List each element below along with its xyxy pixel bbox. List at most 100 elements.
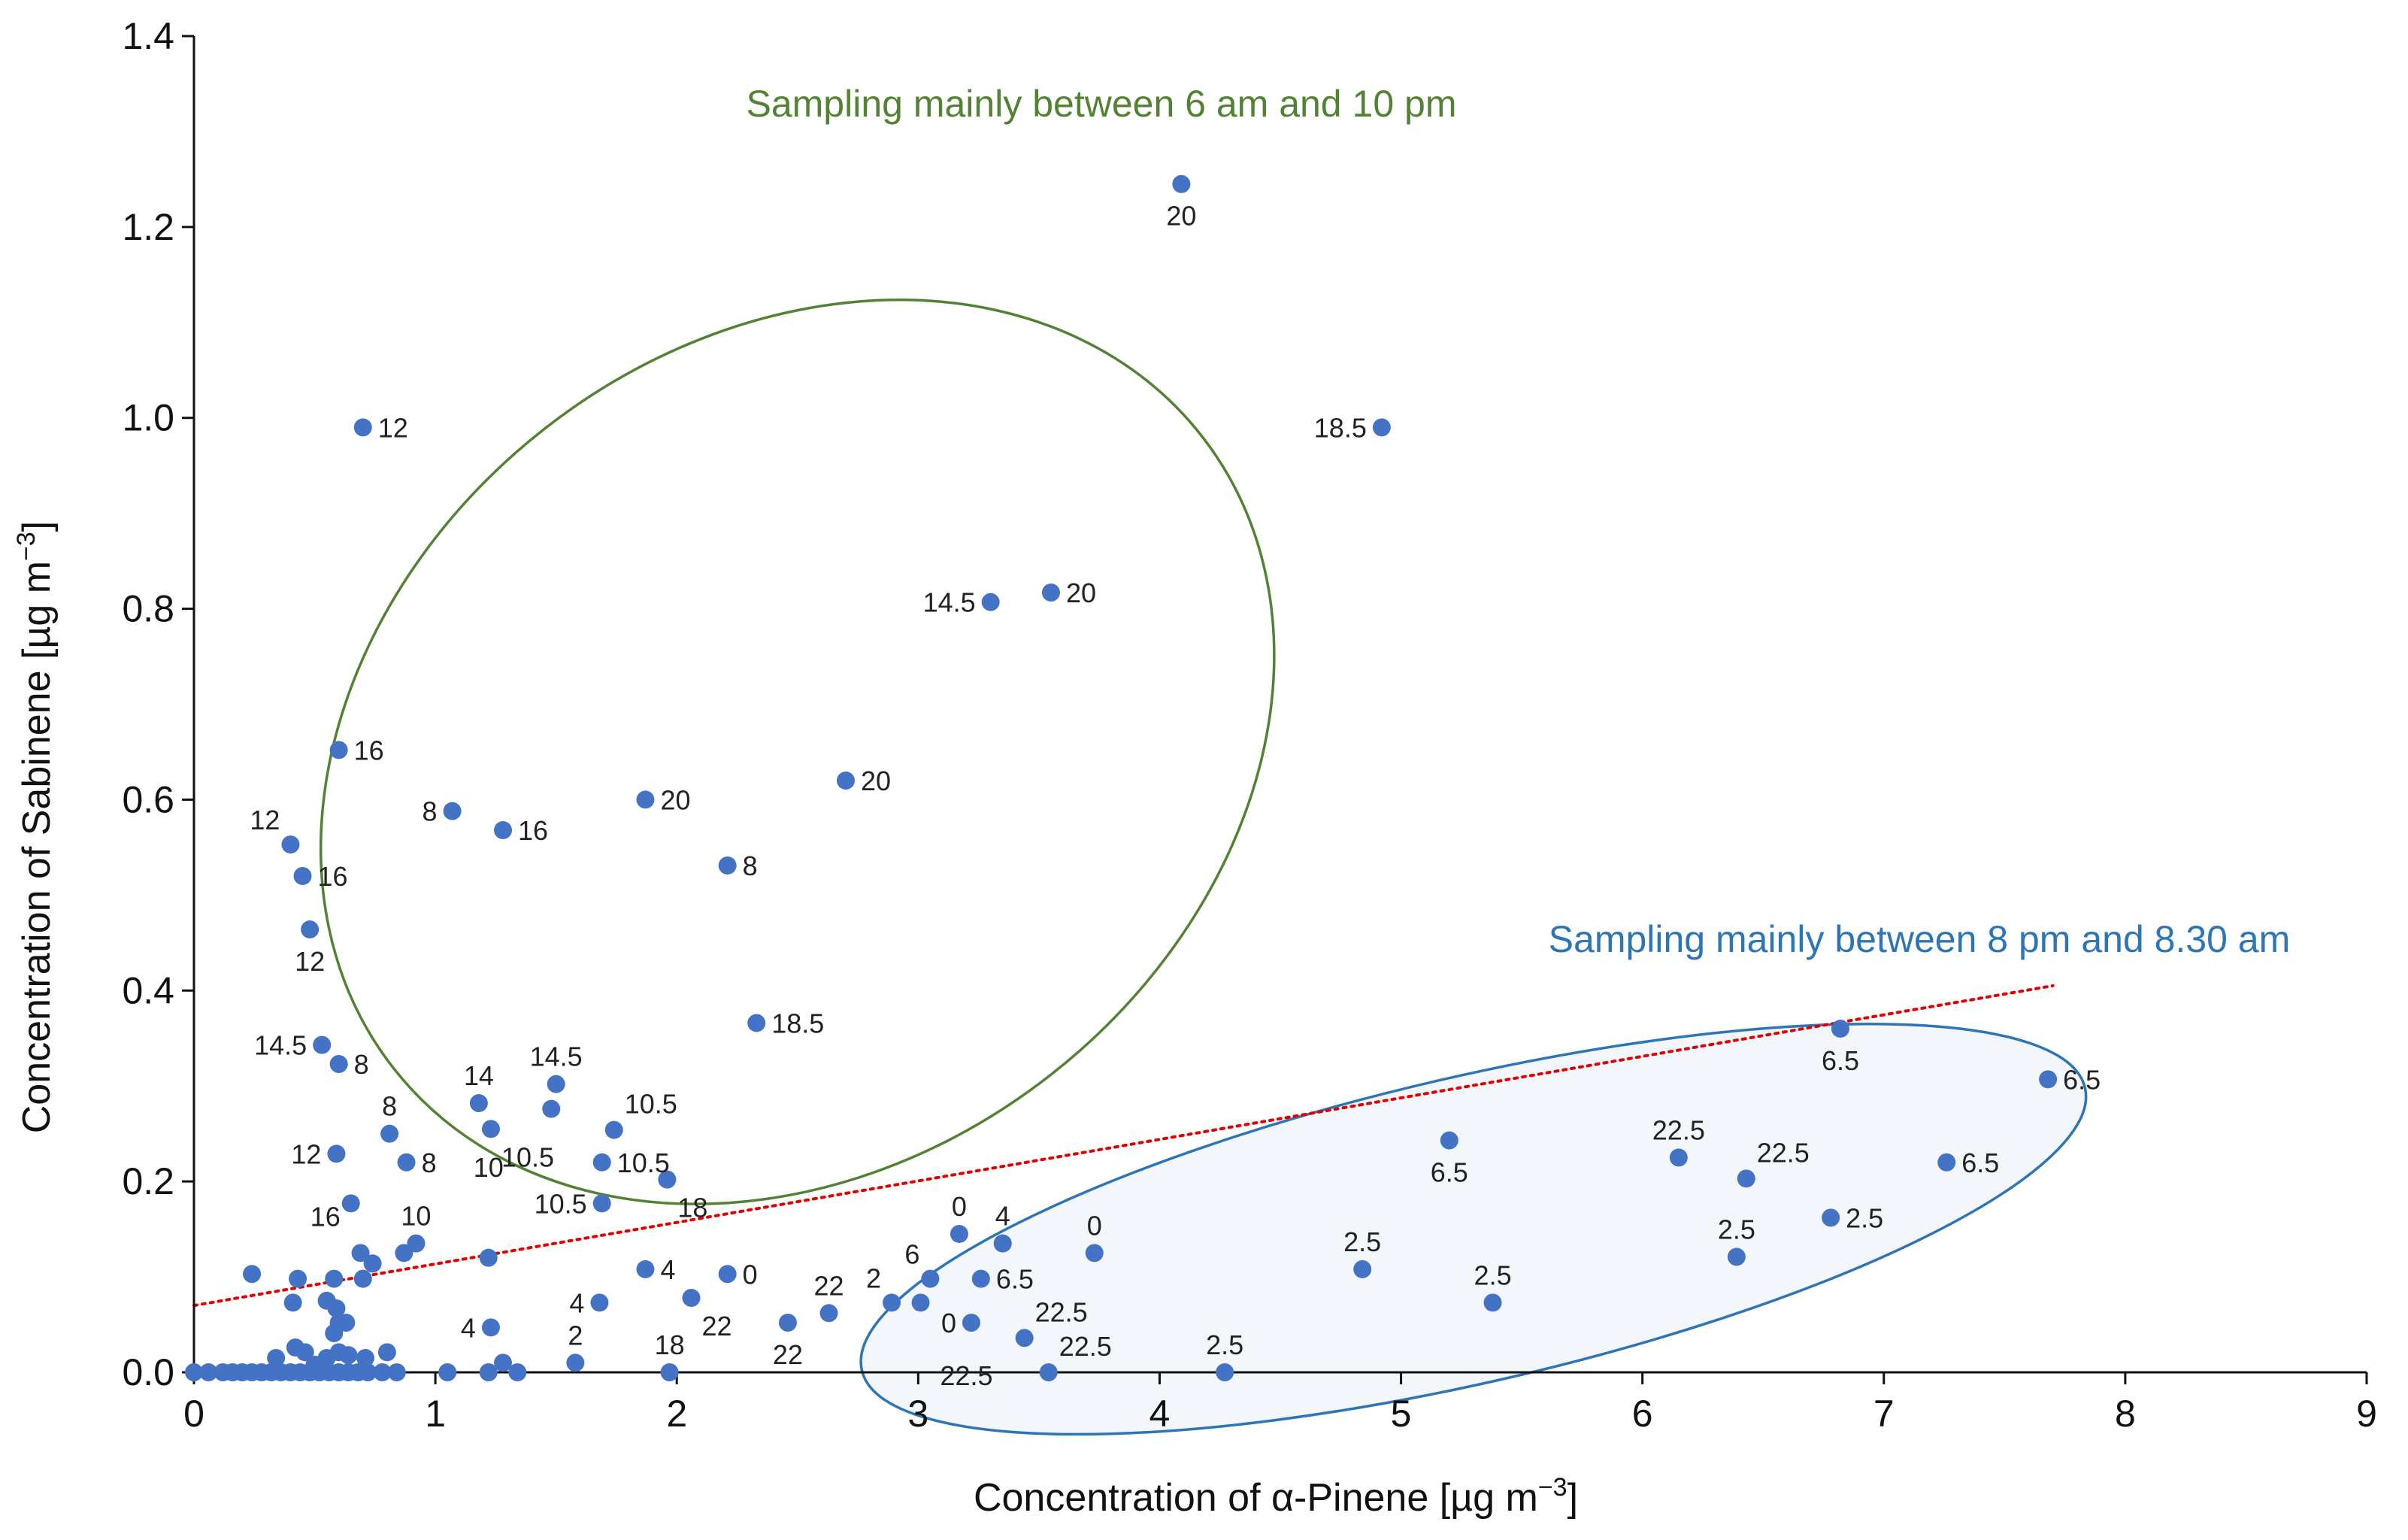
data-point-label: 22.5 — [1059, 1331, 1112, 1362]
data-point-label: 6.5 — [2063, 1064, 2101, 1095]
data-point-label: 16 — [354, 735, 384, 765]
data-point-label: 2.5 — [1343, 1226, 1381, 1257]
x-tick-label: 8 — [2115, 1393, 2136, 1435]
data-point-label: 10.5 — [501, 1141, 554, 1172]
data-point-label: 10.5 — [535, 1188, 587, 1219]
data-point — [325, 1269, 344, 1288]
data-point-label: 0 — [743, 1259, 758, 1290]
data-point-label: 22.5 — [1652, 1114, 1705, 1145]
data-point-label: 16 — [518, 815, 548, 846]
data-point-label: 20 — [861, 765, 891, 796]
data-point-label: 0 — [1087, 1210, 1102, 1241]
y-tick-label: 0.4 — [122, 969, 174, 1011]
day-group-annotation: Sampling mainly between 6 am and 10 pm — [747, 83, 1457, 125]
data-point-label: 20 — [1166, 201, 1196, 232]
data-point — [199, 1363, 218, 1381]
data-point — [337, 1313, 356, 1332]
axes — [192, 36, 2367, 1374]
data-point-label: 12 — [291, 1138, 321, 1169]
group-ellipses — [319, 298, 2088, 1436]
data-point — [1727, 1247, 1746, 1266]
data-point-label: 4 — [995, 1201, 1010, 1232]
data-point — [481, 1318, 500, 1337]
data-point — [479, 1363, 498, 1381]
data-point — [407, 1234, 426, 1253]
data-point — [443, 802, 462, 820]
y-axis-title: Concentration of Sabinene [µg m−3] — [12, 521, 59, 1134]
data-point-label: 22.5 — [1035, 1296, 1088, 1327]
data-point — [592, 1194, 611, 1213]
data-point-label: 14.5 — [254, 1030, 307, 1061]
data-point — [353, 418, 372, 437]
data-point-label: 10.5 — [617, 1147, 670, 1178]
data-point — [1669, 1148, 1688, 1167]
data-point — [778, 1313, 797, 1332]
data-point — [604, 1120, 623, 1139]
data-point — [542, 1099, 561, 1118]
x-tick-label: 0 — [183, 1393, 204, 1435]
data-point — [911, 1293, 930, 1312]
data-point — [479, 1248, 498, 1267]
data-point-label: 8 — [743, 850, 758, 881]
data-point — [283, 1293, 302, 1312]
data-point-label: 2.5 — [1474, 1260, 1512, 1290]
y-tick-label: 0.6 — [122, 778, 174, 820]
data-point-label: 14.5 — [923, 587, 976, 618]
data-point — [718, 1265, 737, 1284]
data-point-label: 22 — [773, 1339, 803, 1370]
data-point — [1216, 1363, 1234, 1381]
data-point — [592, 1153, 611, 1172]
y-tick-label: 0.8 — [122, 588, 174, 630]
x-tick-label: 3 — [907, 1393, 928, 1435]
y-axis-ticks: 0.0 0.2 0.4 0.6 0.8 1.0 1.2 1.4 — [122, 15, 194, 1393]
data-point — [293, 866, 312, 885]
data-point-label: 0 — [941, 1308, 956, 1338]
x-tick-label: 4 — [1149, 1393, 1171, 1435]
data-point — [301, 920, 320, 939]
data-point-label: 18 — [677, 1193, 707, 1223]
x-tick-label: 2 — [666, 1393, 687, 1435]
y-tick-label: 1.2 — [122, 206, 174, 248]
data-point — [981, 593, 1000, 611]
data-point — [1831, 1020, 1849, 1038]
data-point — [494, 821, 513, 840]
data-point — [289, 1269, 307, 1288]
data-points — [185, 174, 2058, 1381]
data-point-label: 6.5 — [996, 1264, 1034, 1295]
data-point-label: 8 — [422, 1147, 437, 1178]
data-point — [547, 1075, 565, 1093]
data-point-label: 6 — [904, 1239, 919, 1270]
data-point-label: 12 — [378, 412, 408, 443]
data-point — [329, 741, 348, 759]
data-point — [395, 1244, 413, 1263]
data-point-label: 18.5 — [771, 1008, 824, 1038]
data-point — [267, 1348, 286, 1367]
data-point-label: 14.5 — [530, 1041, 583, 1072]
data-point — [1041, 583, 1060, 602]
data-point — [1015, 1329, 1034, 1348]
data-point — [1483, 1293, 1502, 1312]
data-point-label: 0 — [952, 1191, 967, 1222]
data-point-label: 4 — [660, 1254, 675, 1285]
x-tick-label: 1 — [425, 1393, 446, 1435]
day-group-ellipse — [319, 298, 1276, 1205]
data-point — [837, 772, 855, 790]
data-point — [380, 1124, 399, 1143]
data-point — [1085, 1244, 1104, 1263]
data-point — [962, 1313, 980, 1332]
data-point-label: 12 — [295, 946, 325, 977]
night-group-ellipse — [859, 1023, 2088, 1436]
y-tick-label: 1.4 — [122, 15, 174, 57]
data-point-label: 10 — [401, 1201, 431, 1232]
data-point — [2039, 1070, 2058, 1089]
data-point — [359, 1363, 377, 1381]
data-point-label: 22 — [701, 1311, 731, 1341]
data-point — [819, 1304, 838, 1323]
data-point-label: 2.5 — [1718, 1214, 1755, 1244]
data-point — [363, 1254, 382, 1273]
data-point — [438, 1363, 457, 1381]
data-point — [373, 1363, 392, 1381]
data-point-label: 14 — [464, 1060, 494, 1091]
